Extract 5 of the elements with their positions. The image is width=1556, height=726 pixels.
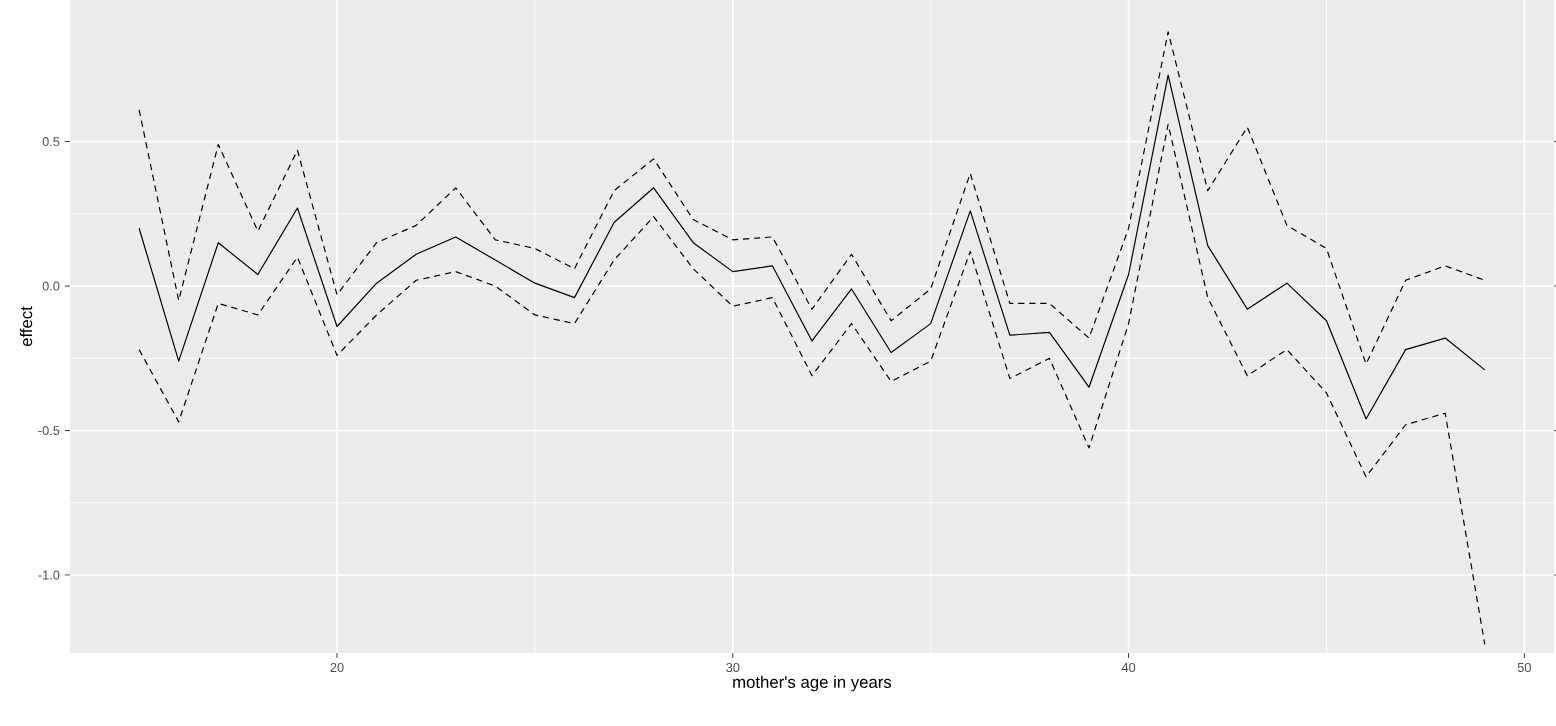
y-axis-title: effect	[19, 306, 33, 347]
line-series	[138, 123, 1486, 645]
line-series	[138, 31, 1486, 365]
x-axis-title: mother's age in years	[733, 675, 892, 692]
line-series	[138, 74, 1486, 420]
